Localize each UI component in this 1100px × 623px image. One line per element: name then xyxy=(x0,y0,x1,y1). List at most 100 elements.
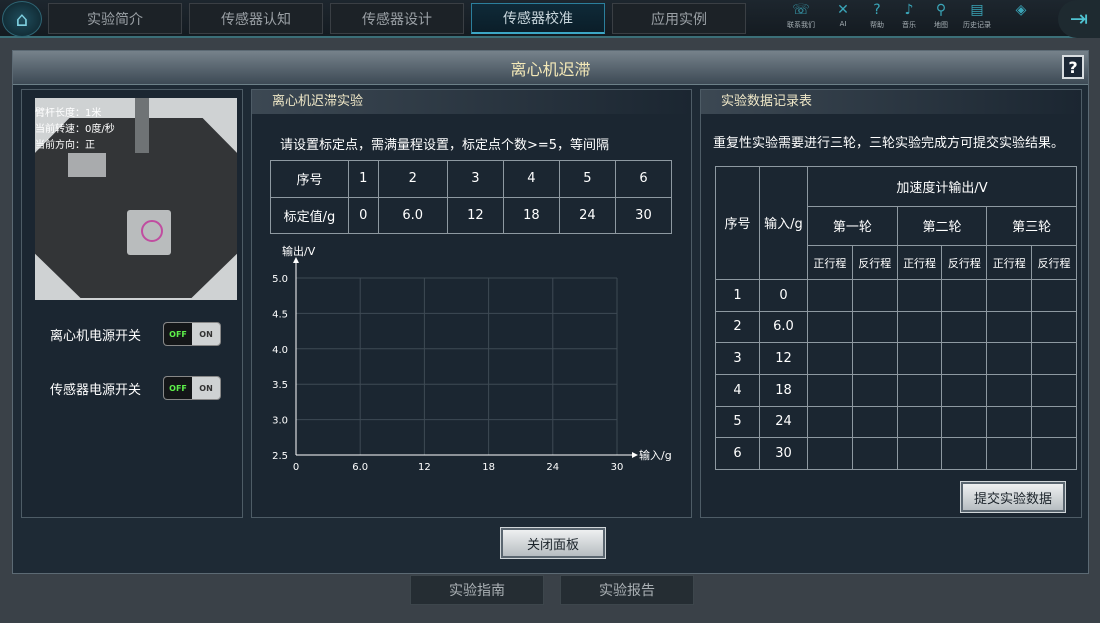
help-button[interactable]: ? 帮助 xyxy=(862,2,892,30)
output-cell[interactable] xyxy=(807,310,853,344)
output-cell[interactable] xyxy=(851,278,898,312)
help-button[interactable]: ? xyxy=(1062,55,1084,79)
tab-3[interactable]: 传感器校准 xyxy=(471,3,605,34)
output-cell[interactable] xyxy=(896,373,943,407)
round-header: 第二轮 xyxy=(896,205,988,247)
switch-label: 离心机电源开关 xyxy=(50,328,142,344)
switch-label: 传感器电源开关 xyxy=(50,382,142,398)
map-button[interactable]: ⚲ 地图 xyxy=(926,2,956,30)
ai-button[interactable]: ✕ AI xyxy=(828,2,858,28)
output-cell[interactable] xyxy=(896,278,943,312)
y-tick-label: 5.0 xyxy=(272,274,288,285)
output-cell[interactable] xyxy=(986,310,1033,344)
calibration-value-cell[interactable]: 18 xyxy=(502,196,560,234)
output-cell[interactable] xyxy=(1031,373,1077,407)
top-nav: ⌂ 实验简介 传感器认知 传感器设计 传感器校准 应用实例 ☏ 联系我们 ✕ AI? 帮助 ♪ 音乐… xyxy=(0,0,1100,38)
music-button[interactable]: ♪ 音乐 xyxy=(894,2,924,30)
input-cell: 24 xyxy=(759,405,808,439)
round-header: 第一轮 xyxy=(807,205,898,247)
submit-data-button[interactable]: 提交实验数据 xyxy=(961,482,1065,512)
index-cell: 3 xyxy=(715,342,760,375)
output-cell[interactable] xyxy=(1031,278,1077,312)
power-toggle[interactable]: OFF ON xyxy=(163,322,222,346)
guide-button[interactable]: 实验指南 xyxy=(410,575,544,605)
output-cell[interactable] xyxy=(986,278,1033,312)
output-cell[interactable] xyxy=(941,310,988,344)
calibration-value-cell[interactable]: 30 xyxy=(614,196,673,234)
input-cell: 18 xyxy=(759,373,808,407)
output-cell[interactable] xyxy=(1031,405,1077,439)
output-cell[interactable] xyxy=(1031,437,1077,470)
output-cell[interactable] xyxy=(1031,342,1077,375)
output-cell[interactable] xyxy=(807,405,853,439)
calibration-value-cell[interactable]: 0 xyxy=(348,196,379,234)
output-cell[interactable] xyxy=(896,342,943,375)
output-cell[interactable] xyxy=(986,342,1033,375)
output-cell[interactable] xyxy=(807,278,853,312)
instruction-text: 请设置标定点，需满量程设置，标定点个数>=5，等间隔 xyxy=(280,138,610,153)
close-panel-button[interactable]: 关闭面板 xyxy=(501,528,605,558)
output-cell[interactable] xyxy=(941,405,988,439)
centrifuge-rod xyxy=(135,98,149,153)
input-cell: 6.0 xyxy=(759,310,808,344)
output-cell[interactable] xyxy=(1031,310,1077,344)
tab-0[interactable]: 实验简介 xyxy=(48,3,182,34)
x-axis-label: 输入/g xyxy=(639,448,672,462)
row-header: 序号 xyxy=(270,160,349,198)
record-table: 序号 输入/g 加速度计输出/V 第一轮 第二轮 第三轮 正行程 反行程 正行程 反行程 正行程 反行… xyxy=(715,166,1077,470)
col-header-index: 序号 xyxy=(715,166,760,280)
output-cell[interactable] xyxy=(896,437,943,470)
output-cell[interactable] xyxy=(851,310,898,344)
output-cell[interactable] xyxy=(851,405,898,439)
calibration-value-cell[interactable]: 12 xyxy=(446,196,504,234)
right-section: 实验数据记录表 重复性实验需要进行三轮，三轮实验完成方可提交实验结果。 序号 输入… xyxy=(700,89,1082,518)
knowledge-button[interactable]: ◈ xyxy=(1006,2,1036,18)
table-row: 4 18 xyxy=(715,373,1077,407)
table-row: 序号 1 2 3 4 5 6 xyxy=(270,160,673,198)
experiment-panel: 离心机迟滞 ? 臂杆长度：1米 当前转速：0度/秒 当前方向：正 离心机电源开关 OF… xyxy=(12,50,1089,574)
output-cell[interactable] xyxy=(941,342,988,375)
index-cell: 1 xyxy=(715,278,760,312)
status-line: 当前转速：0度/秒 xyxy=(35,124,115,135)
home-button[interactable]: ⌂ xyxy=(2,1,42,37)
power-switch-row: 传感器电源开关 OFF ON xyxy=(50,376,222,400)
home-icon: ⌂ xyxy=(15,7,29,31)
output-cell[interactable] xyxy=(986,373,1033,407)
output-cell[interactable] xyxy=(807,437,853,470)
output-cell[interactable] xyxy=(851,342,898,375)
output-cell[interactable] xyxy=(941,437,988,470)
index-cell: 3 xyxy=(446,160,504,198)
phone-button[interactable]: ☏ 联系我们 xyxy=(786,2,816,30)
index-cell: 4 xyxy=(715,373,760,407)
output-cell[interactable] xyxy=(986,405,1033,439)
icon-label: 联系我们 xyxy=(787,21,815,29)
history-button[interactable]: ▤ 历史记录 xyxy=(962,2,992,30)
direction-header: 正行程 xyxy=(807,245,853,280)
centrifuge-view[interactable]: 臂杆长度：1米 当前转速：0度/秒 当前方向：正 xyxy=(35,98,237,300)
output-cell[interactable] xyxy=(851,373,898,407)
input-cell: 12 xyxy=(759,342,808,375)
index-cell: 2 xyxy=(377,160,448,198)
output-cell[interactable] xyxy=(807,373,853,407)
output-cell[interactable] xyxy=(896,405,943,439)
output-cell[interactable] xyxy=(941,373,988,407)
tab-2[interactable]: 传感器设计 xyxy=(330,3,464,34)
exit-button[interactable]: ⇥ xyxy=(1058,0,1100,38)
tab-1[interactable]: 传感器认知 xyxy=(189,3,323,34)
output-cell[interactable] xyxy=(896,310,943,344)
status-line: 臂杆长度：1米 xyxy=(35,108,102,119)
icon-label: 地图 xyxy=(934,21,948,29)
calibration-value-cell[interactable]: 24 xyxy=(558,196,616,234)
knowledge-icon: ◈ xyxy=(1015,2,1027,18)
toggle-off: OFF xyxy=(164,323,193,345)
toggle-on: ON xyxy=(199,329,213,339)
section-title: 离心机迟滞实验 xyxy=(252,90,691,114)
report-button[interactable]: 实验报告 xyxy=(560,575,694,605)
output-cell[interactable] xyxy=(807,342,853,375)
output-cell[interactable] xyxy=(986,437,1033,470)
tab-4[interactable]: 应用实例 xyxy=(612,3,746,34)
calibration-value-cell[interactable]: 6.0 xyxy=(377,196,448,234)
output-cell[interactable] xyxy=(851,437,898,470)
output-cell[interactable] xyxy=(941,278,988,312)
power-toggle[interactable]: OFF ON xyxy=(163,376,222,400)
